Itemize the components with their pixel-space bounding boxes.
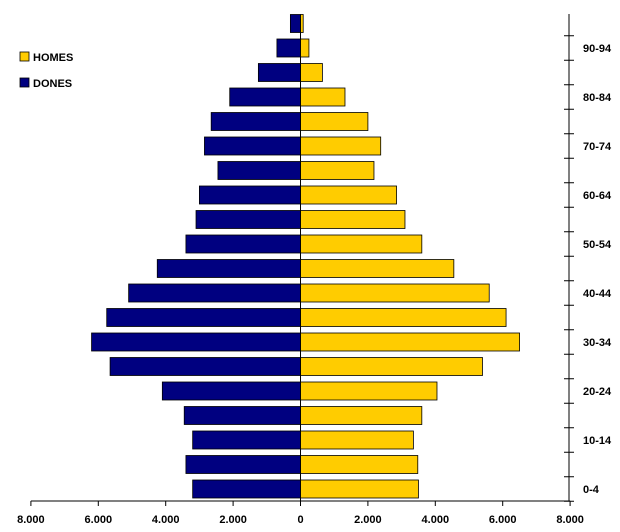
x-tick-label: 2.000 [354,514,382,526]
x-tick-label: 4.000 [152,514,180,526]
legend-label-dones: DONES [33,78,72,90]
bar-dones-0-4 [192,479,301,499]
bar-dones-60-64 [198,185,301,205]
bar-dones-10-14 [192,430,301,450]
y-tick-label: 20-24 [583,386,612,398]
bar-homes-20-24 [300,381,438,401]
dones-bars [91,14,301,499]
bar-dones-45-49 [156,259,301,278]
y-tick-label: 50-54 [583,239,612,251]
bar-homes-35-39 [300,308,507,327]
bar-dones-30-34 [91,332,301,352]
bar-homes-45-49 [300,259,455,278]
bar-dones-15-19 [183,406,301,425]
x-tick-label: 8.000 [556,514,584,526]
bar-homes-0-4 [300,479,419,499]
bar-homes-10-14 [300,430,414,450]
homes-bars [300,14,520,499]
bar-dones-85-89 [257,63,301,82]
bar-homes-30-34 [300,332,520,352]
bar-dones-80-84 [229,87,301,107]
bar-homes-80-84 [300,87,346,107]
bar-dones-40-44 [128,283,301,303]
x-tick-label: 4.000 [422,514,450,526]
y-tick-label: 30-34 [583,337,612,349]
bar-homes-65-69 [300,161,375,180]
x-tick-labels: 8.000 6.000 4.000 2.000 0 2.000 4.000 6.000 8.00… [17,514,584,526]
y-tick-label: 90-94 [583,43,612,55]
bar-dones-25-29 [109,357,301,376]
y-tick-label: 70-74 [583,141,612,153]
x-tick-label: 0 [297,514,303,526]
bar-homes-75-79 [300,112,369,131]
x-tick-label: 2.000 [219,514,247,526]
bar-homes-85-89 [300,63,323,82]
x-tick-label: 6.000 [489,514,517,526]
bar-dones-95+ [289,14,301,33]
bar-homes-70-74 [300,136,382,156]
bar-homes-5-9 [300,455,419,474]
y-tick-label: 60-64 [583,190,612,202]
bar-homes-50-54 [300,234,423,254]
y-tick-label: 10-14 [583,435,612,447]
axes [30,14,574,506]
bar-dones-50-54 [185,234,301,254]
bar-dones-90-94 [276,38,301,58]
bar-dones-20-24 [161,381,301,401]
x-tick-label: 8.000 [17,514,45,526]
y-tick-label: 0-4 [583,484,600,496]
bar-homes-25-29 [300,357,483,376]
bar-homes-90-94 [300,38,310,58]
bar-homes-55-59 [300,210,406,229]
x-tick-label: 6.000 [85,514,113,526]
bar-dones-70-74 [204,136,301,156]
legend: HOMES DONES [19,51,73,90]
bar-dones-75-79 [210,112,301,131]
bar-homes-40-44 [300,283,490,303]
bar-homes-15-19 [300,406,423,425]
y-tick-labels: 0-4 10-14 20-24 30-34 40-44 50-54 60-64 70-74 80… [583,43,612,496]
bar-dones-65-69 [217,161,301,180]
bar-dones-35-39 [106,308,301,327]
bar-homes-60-64 [300,185,397,205]
y-tick-label: 80-84 [583,92,612,104]
legend-label-homes: HOMES [33,52,73,64]
legend-swatch-homes [19,51,30,62]
bar-dones-55-59 [195,210,301,229]
y-tick-label: 40-44 [583,288,612,300]
bar-dones-5-9 [185,455,301,474]
legend-swatch-dones [19,77,30,88]
